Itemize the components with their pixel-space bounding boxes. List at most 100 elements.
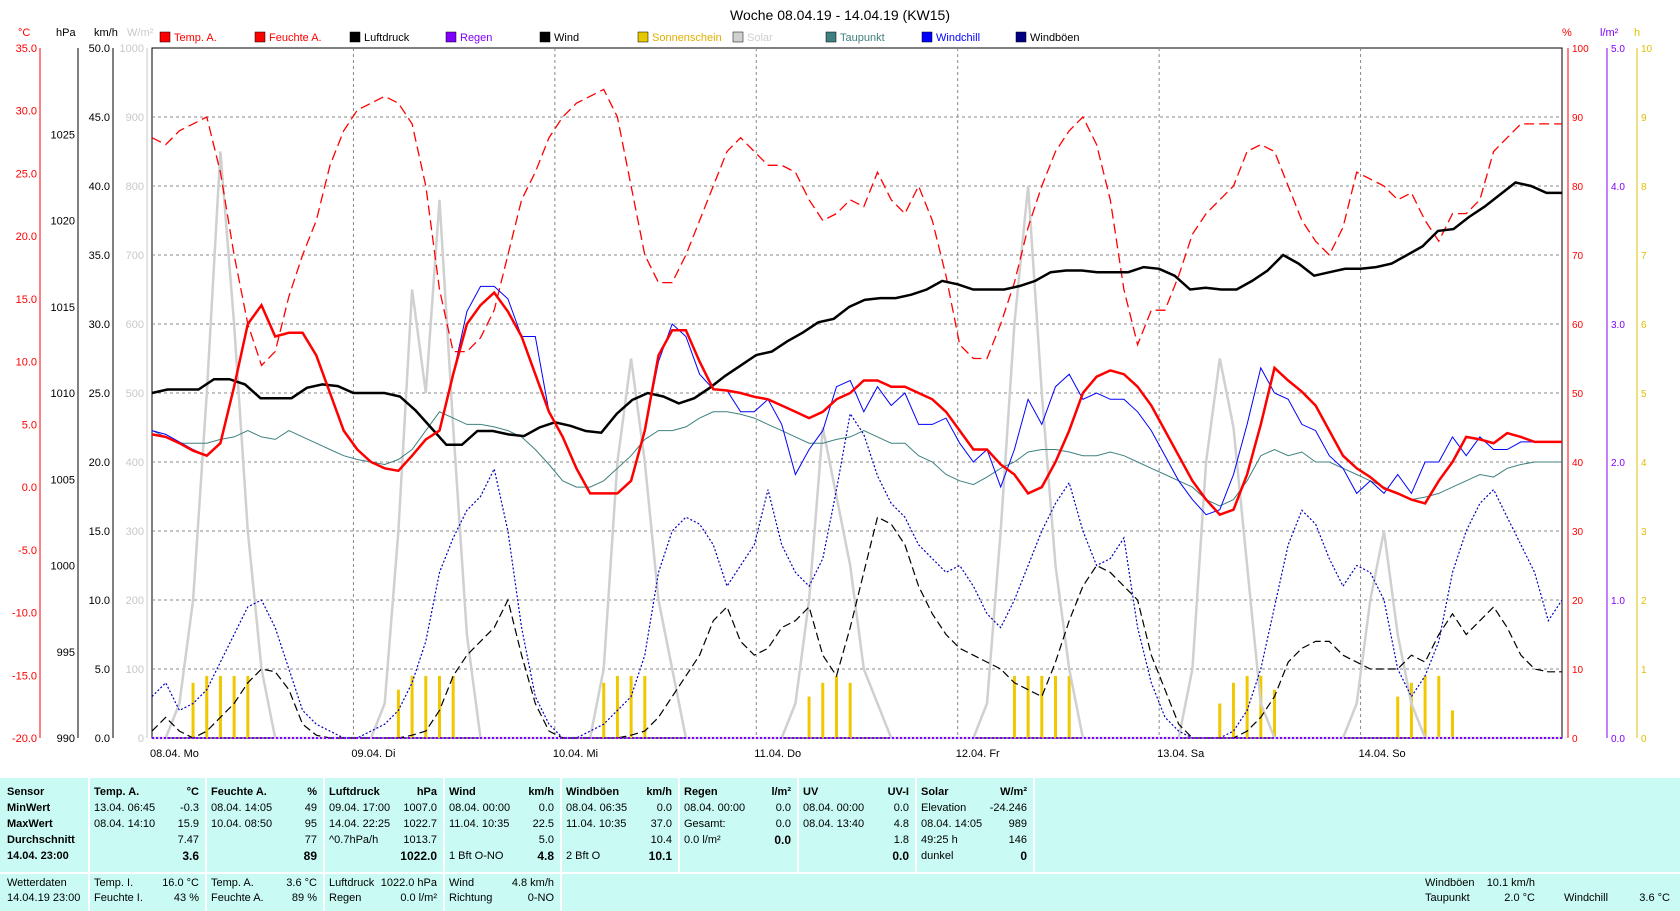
left-axis-tick: 990	[57, 733, 75, 745]
sensor-max: MaxWert	[7, 818, 53, 830]
sunshine-bar	[1273, 689, 1277, 738]
gust-row-value: 0.0	[656, 802, 672, 814]
pressure-row-label: 14.04. 22:25	[329, 818, 391, 830]
left-axis-tick: 10.0	[89, 595, 110, 607]
boeen-cell-label: Taupunkt	[1425, 892, 1470, 904]
right-axis-tick: 7	[1641, 251, 1647, 262]
right-axis-tick: 70	[1572, 251, 1584, 262]
temp-row: 3.6	[94, 848, 199, 864]
pressure-header: Luftdruck hPa	[329, 784, 437, 800]
solar-row-value: 146	[1008, 834, 1027, 846]
solar-row-value: 989	[1008, 818, 1027, 830]
sensor-min: MinWert	[7, 802, 51, 814]
legend-swatch	[539, 31, 551, 43]
right-axis-tick: 20	[1572, 596, 1584, 607]
solar-column: Solar W/m² Elevation -24.246 08.04. 14:05 989…	[921, 784, 1027, 864]
x-tick-label: 10.04. Mi	[553, 748, 598, 760]
humidity-row: 08.04. 14:05 49	[211, 800, 317, 816]
left-axis-tick: 900	[126, 112, 144, 124]
rain-row-value: 0.0	[774, 833, 791, 847]
sensor-avg: Durchschnitt	[7, 834, 75, 846]
luft-cell-label: Luftdruck	[329, 877, 375, 889]
solar-row-label: 49:25 h	[921, 834, 958, 846]
temp-row-value: 3.6	[182, 849, 199, 863]
right-axis-tick: 3	[1641, 527, 1647, 538]
temp_i-cell-row: Feuchte I. 43 %	[94, 891, 199, 906]
windchill-cell-value: 3.6 °C	[1639, 892, 1670, 904]
right-axis-tick: 0	[1641, 734, 1647, 745]
legend-swatch	[1015, 31, 1027, 43]
sunshine-bar	[218, 675, 222, 738]
sunshine-bar	[424, 675, 428, 738]
left-axis-unit: km/h	[94, 27, 118, 39]
solar-row: 49:25 h 146	[921, 832, 1027, 848]
right-axis-tick: 3.0	[1611, 320, 1625, 331]
solar-row-value: 0	[1020, 849, 1027, 863]
temp_i-cell-value: 43 %	[173, 892, 199, 904]
left-axis-tick: 25.0	[89, 388, 110, 400]
right-axis-tick: 4	[1641, 458, 1647, 469]
wind-row: 08.04. 00:00 0.0	[449, 800, 554, 816]
sunshine-bar	[615, 675, 619, 738]
left-axis-tick: 30.0	[16, 106, 37, 118]
sunshine-bar	[834, 675, 838, 738]
left-axis-tick: -5.0	[18, 545, 37, 557]
left-axis-tick: 800	[126, 181, 144, 193]
temp_i-cell: Temp. I. 16.0 °C Feuchte I. 43 %	[94, 876, 199, 906]
temp-column: Temp. A. °C 13.04. 06:45 -0.3 08.04. 14:10 15…	[94, 784, 199, 864]
uv-header-unit: UV-I	[887, 786, 909, 798]
sunshine-bar	[807, 696, 811, 738]
left-axis-tick: 50.0	[89, 43, 110, 55]
humidity-row: 77	[211, 832, 317, 848]
legend-label: Feuchte A.	[269, 32, 322, 44]
right-axis-tick: 0	[1572, 734, 1578, 745]
left-axis-tick: 995	[57, 647, 75, 659]
gust-header-unit: km/h	[646, 786, 672, 798]
uv-row-value: 4.8	[893, 818, 909, 830]
left-axis-tick: 1025	[51, 129, 75, 141]
uv-row-value: 0.0	[893, 802, 909, 814]
left-axis-tick: 100	[126, 664, 144, 676]
boeen-cell: Windböen 10.1 km/h Taupunkt 2.0 °C	[1425, 876, 1535, 906]
luft-cell-row: Luftdruck 1022.0 hPa	[329, 876, 437, 891]
x-tick-label: 08.04. Mo	[150, 748, 199, 760]
sensor-current: 14.04. 23:00	[7, 850, 69, 862]
uv-row-value: 1.8	[893, 834, 909, 846]
left-axis-tick: 30.0	[89, 319, 110, 331]
wind-row-value: 0.0	[538, 802, 554, 814]
pressure-row-value: 1013.7	[403, 834, 437, 846]
legend-swatch	[732, 31, 744, 43]
sunshine-bar	[205, 675, 209, 738]
humidity-row-value: 49	[304, 802, 317, 814]
humidity-row-value: 95	[304, 818, 317, 830]
humidity-header: Feuchte A.%	[211, 784, 317, 800]
humidity-row-value: 77	[304, 834, 317, 846]
left-axis-tick: 25.0	[16, 168, 37, 180]
x-tick-label: 12.04. Fr	[956, 748, 1000, 760]
wind-row-label: 11.04. 10:35	[449, 818, 510, 830]
luft-cell: Luftdruck 1022.0 hPa Regen 0.0 l/m²	[329, 876, 437, 906]
wind-cell: Wind 4.8 km/h Richtung 0-NO	[449, 876, 554, 906]
legend-label: Solar	[747, 32, 773, 44]
uv-header: UV UV-I	[803, 784, 909, 800]
temp-row-value: 15.9	[177, 818, 199, 830]
humidity-row: 10.04. 08:50 95	[211, 816, 317, 832]
sunshine-bar	[1245, 675, 1249, 738]
sunshine-bar	[1067, 675, 1071, 738]
chart-title: Woche 08.04.19 - 14.04.19 (KW15)	[730, 7, 950, 23]
left-axis-tick: 500	[126, 388, 144, 400]
sunshine-bar	[232, 675, 236, 738]
right-axis-tick: 0.0	[1611, 734, 1625, 745]
temp_i-cell-row: Temp. I. 16.0 °C	[94, 876, 199, 891]
temp-row: 13.04. 06:45 -0.3	[94, 800, 199, 816]
wetterdaten-label: Wetterdaten	[7, 877, 67, 889]
left-axis-tick: 35.0	[89, 250, 110, 262]
gust-line	[151, 412, 1563, 739]
rain-row: 0.0 l/m² 0.0	[684, 832, 791, 848]
gust-header: Windböen km/h	[566, 784, 672, 800]
solar-header-unit: W/m²	[1000, 786, 1027, 798]
rain-header: Regen l/m²	[684, 784, 791, 800]
temp_a-cell-row: Temp. A. 3.6 °C	[211, 876, 317, 891]
left-axis-tick: 20.0	[89, 457, 110, 469]
gust-row: 2 Bft O 10.1	[566, 848, 672, 864]
